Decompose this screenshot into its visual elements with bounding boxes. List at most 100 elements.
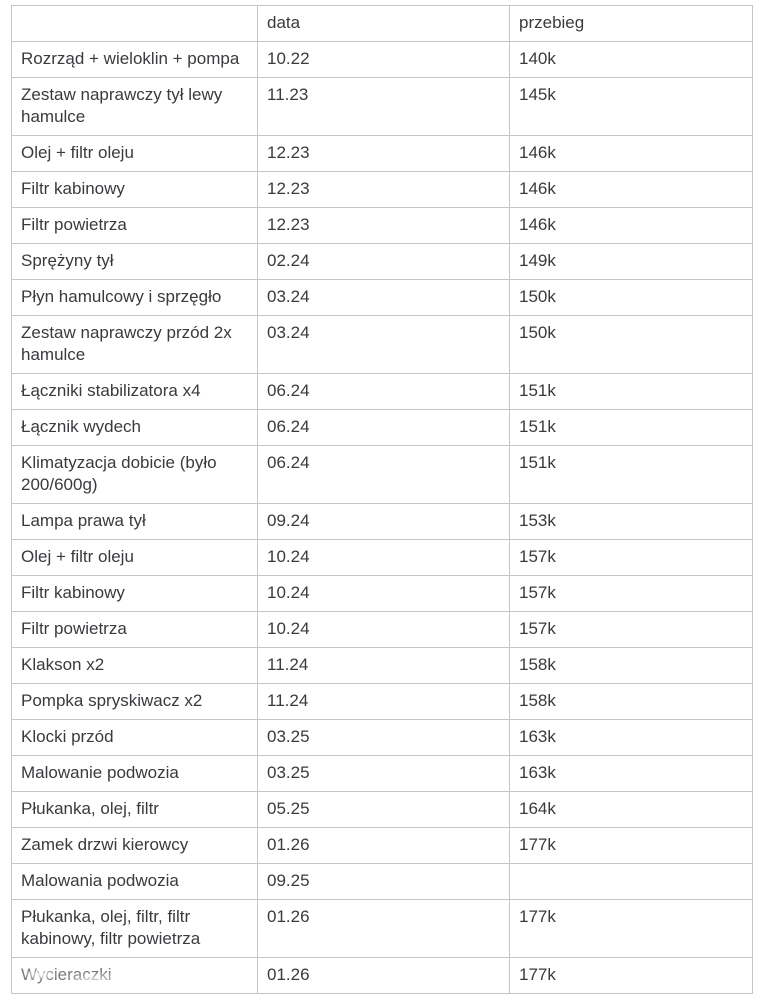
service-name: Klimatyzacja dobicie (było 200/600g)	[21, 453, 217, 494]
service-name: Łącznik wydech	[21, 417, 142, 436]
service-date: 11.24	[267, 655, 309, 674]
table-row: Filtr powietrza 12.23 146k	[11, 207, 753, 244]
service-mileage-cell: 164k	[509, 791, 753, 828]
service-mileage-cell: 150k	[509, 315, 753, 374]
service-mileage: 157k	[519, 619, 556, 638]
service-mileage-cell: 146k	[509, 207, 753, 244]
service-date-cell: 12.23	[257, 207, 510, 244]
service-date-cell: 03.25	[257, 719, 510, 756]
service-name-cell: Płukanka, olej, filtr	[11, 791, 258, 828]
service-name-cell: Lampa prawa tył	[11, 503, 258, 540]
service-date-cell: 10.24	[257, 575, 510, 612]
service-name: Zestaw naprawczy przód 2x hamulce	[21, 323, 232, 364]
service-date: 10.24	[267, 583, 310, 602]
service-name-cell: Płyn hamulcowy i sprzęgło	[11, 279, 258, 316]
service-name-cell: Filtr powietrza	[11, 207, 258, 244]
service-mileage-cell: 177k	[509, 957, 753, 994]
service-mileage-cell: 157k	[509, 611, 753, 648]
service-name-cell: Klimatyzacja dobicie (było 200/600g)	[11, 445, 258, 504]
service-mileage: 177k	[519, 835, 556, 854]
table-row: Pompka spryskiwacz x2 11.24 158k	[11, 683, 753, 720]
service-mileage-cell: 140k	[509, 41, 753, 78]
service-date: 12.23	[267, 143, 310, 162]
service-date: 01.26	[267, 965, 310, 984]
table-row: Zestaw naprawczy przód 2x hamulce 03.24 …	[11, 315, 753, 374]
table-body: Rozrząd + wieloklin + pompa 10.22 140k Z…	[11, 41, 753, 994]
service-name-cell: Wycieraczki	[11, 957, 258, 994]
service-name-cell: Sprężyny tył	[11, 243, 258, 280]
service-mileage: 151k	[519, 381, 556, 400]
table-row: Klimatyzacja dobicie (było 200/600g) 06.…	[11, 445, 753, 504]
service-date: 10.24	[267, 547, 310, 566]
table-row: Płyn hamulcowy i sprzęgło 03.24 150k	[11, 279, 753, 316]
table-row: Zestaw naprawczy tył lewy hamulce 11.23 …	[11, 77, 753, 136]
service-mileage: 146k	[519, 179, 556, 198]
service-mileage: 177k	[519, 907, 556, 926]
service-date-cell: 02.24	[257, 243, 510, 280]
service-name: Malowanie podwozia	[21, 763, 179, 782]
service-name: Filtr powietrza	[21, 215, 127, 234]
service-date-cell: 06.24	[257, 445, 510, 504]
service-name: Sprężyny tył	[21, 251, 114, 270]
service-date: 09.24	[267, 511, 310, 530]
service-mileage-cell: 151k	[509, 373, 753, 410]
service-name: Płukanka, olej, filtr	[21, 799, 159, 818]
service-date-cell: 03.25	[257, 755, 510, 792]
service-mileage-cell: 151k	[509, 445, 753, 504]
service-name-cell: Olej + filtr oleju	[11, 135, 258, 172]
service-mileage: 150k	[519, 323, 556, 342]
service-mileage: 151k	[519, 417, 556, 436]
table-row: Olej + filtr oleju 10.24 157k	[11, 539, 753, 576]
service-date: 06.24	[267, 381, 310, 400]
service-mileage-cell: 177k	[509, 827, 753, 864]
header-cell-empty	[11, 5, 258, 42]
service-date-cell: 12.23	[257, 171, 510, 208]
service-date: 10.24	[267, 619, 310, 638]
service-name-cell: Zestaw naprawczy przód 2x hamulce	[11, 315, 258, 374]
service-mileage: 146k	[519, 143, 556, 162]
service-mileage-cell: 149k	[509, 243, 753, 280]
service-mileage: 145k	[519, 85, 556, 104]
service-date-cell: 06.24	[257, 373, 510, 410]
service-date: 11.23	[267, 85, 309, 104]
service-name: Rozrząd + wieloklin + pompa	[21, 49, 240, 68]
service-date-cell: 01.26	[257, 957, 510, 994]
service-name: Filtr kabinowy	[21, 179, 125, 198]
service-date: 06.24	[267, 453, 310, 472]
table-row: Zamek drzwi kierowcy 01.26 177k	[11, 827, 753, 864]
service-name: Płyn hamulcowy i sprzęgło	[21, 287, 222, 306]
header-row: data przebieg	[11, 5, 753, 42]
service-name-cell: Filtr powietrza	[11, 611, 258, 648]
service-name: Lampa prawa tył	[21, 511, 146, 530]
service-mileage: 158k	[519, 655, 556, 674]
service-date: 09.25	[267, 871, 310, 890]
service-mileage: 140k	[519, 49, 556, 68]
service-date: 10.22	[267, 49, 310, 68]
service-name-cell: Klakson x2	[11, 647, 258, 684]
service-name-cell: Pompka spryskiwacz x2	[11, 683, 258, 720]
service-date-cell: 11.23	[257, 77, 510, 136]
service-date-cell: 09.24	[257, 503, 510, 540]
service-date-cell: 11.24	[257, 647, 510, 684]
header-cell-data: data	[257, 5, 510, 42]
service-mileage-cell: 151k	[509, 409, 753, 446]
service-date-cell: 10.22	[257, 41, 510, 78]
service-name: Filtr powietrza	[21, 619, 127, 638]
table-row: Malowania podwozia 09.25	[11, 863, 753, 900]
service-mileage-cell: 158k	[509, 683, 753, 720]
service-name-cell: Olej + filtr oleju	[11, 539, 258, 576]
table-header: data przebieg	[11, 5, 753, 42]
table-row: Lampa prawa tył 09.24 153k	[11, 503, 753, 540]
service-mileage-cell: 158k	[509, 647, 753, 684]
service-date-cell: 03.24	[257, 315, 510, 374]
service-mileage-cell: 150k	[509, 279, 753, 316]
service-date: 03.24	[267, 287, 310, 306]
service-name: Olej + filtr oleju	[21, 143, 134, 162]
service-name: Filtr kabinowy	[21, 583, 125, 602]
service-mileage-cell	[509, 863, 753, 900]
service-date-cell: 12.23	[257, 135, 510, 172]
service-mileage: 146k	[519, 215, 556, 234]
service-date-cell: 01.26	[257, 827, 510, 864]
service-name: Płukanka, olej, filtr, filtr kabinowy, f…	[21, 907, 201, 948]
service-date: 01.26	[267, 835, 310, 854]
